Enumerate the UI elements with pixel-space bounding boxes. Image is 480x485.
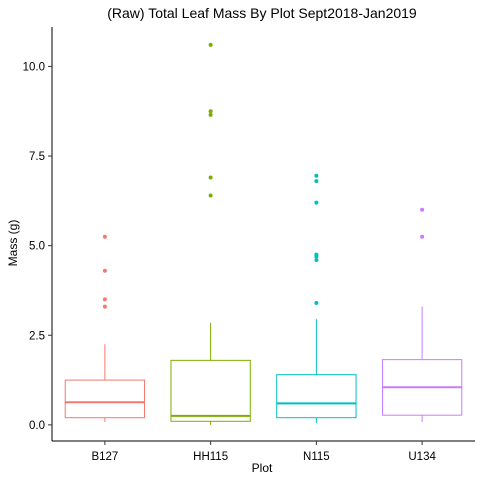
outlier-point: [208, 193, 213, 198]
y-tick-label: 5.0: [29, 241, 45, 253]
box-iqr: [170, 359, 251, 422]
box-group-n115: [276, 173, 357, 424]
outlier-point: [314, 200, 319, 205]
outlier-point: [420, 207, 425, 212]
x-tick-label: B127: [91, 451, 118, 463]
outlier-point: [208, 109, 213, 114]
y-tick-label: 10.0: [23, 61, 45, 73]
plot-area: [64, 42, 463, 425]
box-iqr: [64, 379, 146, 419]
outlier-point: [314, 179, 319, 184]
box-group-hh115: [170, 42, 251, 425]
x-axis-title: Plot: [252, 461, 273, 475]
box-group-b127: [64, 234, 146, 423]
outlier-point: [420, 234, 425, 239]
x-axis: B127 HH115 N115 U134: [52, 440, 475, 463]
outlier-point: [314, 252, 319, 257]
outlier-point: [208, 175, 213, 180]
outlier-point: [102, 268, 107, 273]
box-group-u134: [381, 207, 463, 423]
chart-title: (Raw) Total Leaf Mass By Plot Sept2018-J…: [107, 5, 417, 21]
outlier-point: [208, 112, 213, 117]
y-tick-label: 7.5: [29, 151, 45, 163]
outlier-point: [102, 234, 107, 239]
y-axis-title: Mass (g): [6, 220, 20, 267]
outlier-point: [208, 42, 213, 47]
x-tick-label: N115: [303, 451, 330, 463]
y-tick-label: 2.5: [29, 330, 45, 342]
x-tick-label: HH115: [193, 451, 228, 463]
y-tick-label: 0.0: [29, 420, 45, 432]
outlier-point: [102, 297, 107, 302]
outlier-point: [102, 304, 107, 309]
outlier-point: [314, 257, 319, 262]
y-axis: 0.0 2.5 5.0 7.5 10.0: [23, 27, 53, 441]
outlier-point: [314, 173, 319, 178]
x-tick-label: U134: [408, 451, 436, 463]
outlier-point: [314, 301, 319, 305]
box-iqr: [276, 374, 357, 419]
